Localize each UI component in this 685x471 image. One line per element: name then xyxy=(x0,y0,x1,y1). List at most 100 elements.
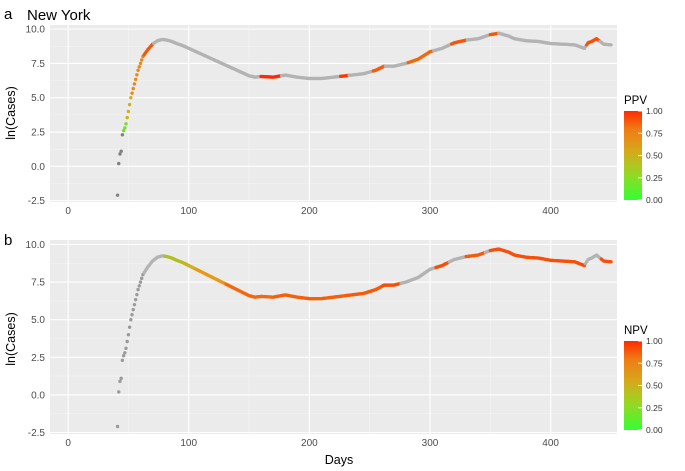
legend-tick-label: 0.75 xyxy=(646,128,663,138)
tick-labels-a: 0 100 200 300 400 -2.5 0.0 2.5 5.0 7.5 10.0 xyxy=(26,25,560,217)
y-tick-label: 5.0 xyxy=(31,93,45,104)
gridlines-b xyxy=(50,240,617,434)
data-point xyxy=(127,102,132,107)
figure-title: New York xyxy=(27,7,91,24)
legend-tick-label: 0.50 xyxy=(646,151,663,161)
data-point xyxy=(133,297,138,302)
data-point xyxy=(118,379,122,384)
y-tick-label: 2.5 xyxy=(31,353,45,364)
legend-ticks-a: 0.00 0.25 0.50 0.75 1.00 xyxy=(638,106,663,205)
legend-tick-label: 1.00 xyxy=(646,106,663,116)
legend-tick-label: 0.00 xyxy=(646,195,663,205)
data-point xyxy=(115,424,120,429)
data-point xyxy=(125,115,129,120)
y-tick-label: 7.5 xyxy=(31,278,45,289)
data-point xyxy=(129,318,133,322)
legend-tick-label: 0.00 xyxy=(646,425,663,435)
data-point xyxy=(135,292,139,297)
legend-a: PPV 0.00 0.25 0.50 0.75 1.00 xyxy=(617,88,681,212)
data-point xyxy=(131,86,135,91)
data-point xyxy=(609,260,613,264)
y-tick-label: 5.0 xyxy=(31,315,45,326)
data-point xyxy=(120,358,125,363)
data-point xyxy=(123,126,127,130)
data-point xyxy=(121,128,126,133)
legend-tick-label: 0.25 xyxy=(646,173,663,183)
data-point xyxy=(124,122,128,126)
gridlines-a xyxy=(50,25,617,202)
data-point xyxy=(117,161,121,166)
data-point xyxy=(130,312,134,317)
data-point xyxy=(127,325,132,329)
plot-background-a xyxy=(50,25,617,202)
y-axis-label-b: ln(Cases) xyxy=(4,312,18,366)
plot-background-b xyxy=(50,240,617,434)
x-tick-label: 200 xyxy=(301,438,318,449)
data-point xyxy=(129,96,133,100)
data-point xyxy=(126,333,131,337)
data-point xyxy=(125,339,129,344)
data-point xyxy=(131,307,135,312)
data-point xyxy=(117,390,121,394)
colorbar-a xyxy=(624,111,642,200)
data-point xyxy=(137,284,141,288)
data-point xyxy=(138,61,143,66)
data-point xyxy=(120,133,125,137)
data-point xyxy=(123,351,127,355)
y-tick-label: 0.0 xyxy=(31,162,45,173)
panel-letter-b: b xyxy=(4,232,12,249)
data-point xyxy=(126,109,131,114)
y-tick-label: -2.5 xyxy=(28,428,46,439)
data-point xyxy=(136,68,140,72)
x-tick-label: 100 xyxy=(180,438,197,449)
x-tick-label: 300 xyxy=(422,438,439,449)
x-axis-label: Days xyxy=(325,453,353,467)
y-tick-label: 7.5 xyxy=(31,59,45,70)
legend-ticks-b: 0.00 0.25 0.50 0.75 1.00 xyxy=(638,336,663,435)
data-point xyxy=(136,287,140,292)
data-point xyxy=(132,302,137,307)
legend-tick-label: 0.25 xyxy=(646,403,663,413)
legend-tick-label: 1.00 xyxy=(646,336,663,346)
legend-tick-label: 0.75 xyxy=(646,358,663,368)
data-point xyxy=(139,276,144,281)
data-point xyxy=(121,354,126,358)
legend-b: NPV 0.00 0.25 0.50 0.75 1.00 xyxy=(617,318,681,442)
tick-labels-b: 0 100 200 300 400 -2.5 0.0 2.5 5.0 7.5 10.0 xyxy=(26,240,560,449)
data-point xyxy=(132,82,137,86)
data-point xyxy=(130,91,134,95)
data-point xyxy=(115,193,120,197)
x-tick-label: 200 xyxy=(301,206,318,217)
data-point xyxy=(133,77,138,82)
panel-b: b ln(Cases) 0 100 200 300 400 -2.5 0.0 2.5 5.0 7.… xyxy=(4,232,681,449)
colorbar-b xyxy=(624,341,642,430)
panel-letter-a: a xyxy=(4,6,13,23)
x-tick-label: 300 xyxy=(422,206,439,217)
data-point xyxy=(119,149,123,153)
x-tick-label: 400 xyxy=(542,438,559,449)
legend-tick-label: 0.50 xyxy=(646,381,663,391)
y-tick-label: -2.5 xyxy=(28,196,46,207)
data-point xyxy=(118,152,122,156)
x-tick-label: 100 xyxy=(180,206,197,217)
y-axis-label-a: ln(Cases) xyxy=(4,86,18,140)
data-points-a xyxy=(115,31,613,197)
data-point xyxy=(139,58,144,62)
x-tick-label: 0 xyxy=(65,438,71,449)
y-tick-label: 10.0 xyxy=(26,25,46,36)
y-tick-label: 0.0 xyxy=(31,390,45,401)
data-point xyxy=(137,65,141,69)
legend-title-a: PPV xyxy=(624,95,647,107)
data-point xyxy=(138,280,143,284)
data-points-b xyxy=(115,247,613,429)
x-tick-label: 0 xyxy=(65,206,71,217)
x-tick-label: 400 xyxy=(542,206,559,217)
data-point xyxy=(124,346,128,350)
data-point xyxy=(609,43,613,47)
y-tick-label: 10.0 xyxy=(26,240,46,251)
legend-title-b: NPV xyxy=(624,325,648,337)
panel-a: a ln(Cases) 0 100 200 300 400 -2.5 0.0 2.5 5.0 7.… xyxy=(4,6,681,217)
data-point xyxy=(135,73,139,77)
y-tick-label: 2.5 xyxy=(31,128,45,139)
